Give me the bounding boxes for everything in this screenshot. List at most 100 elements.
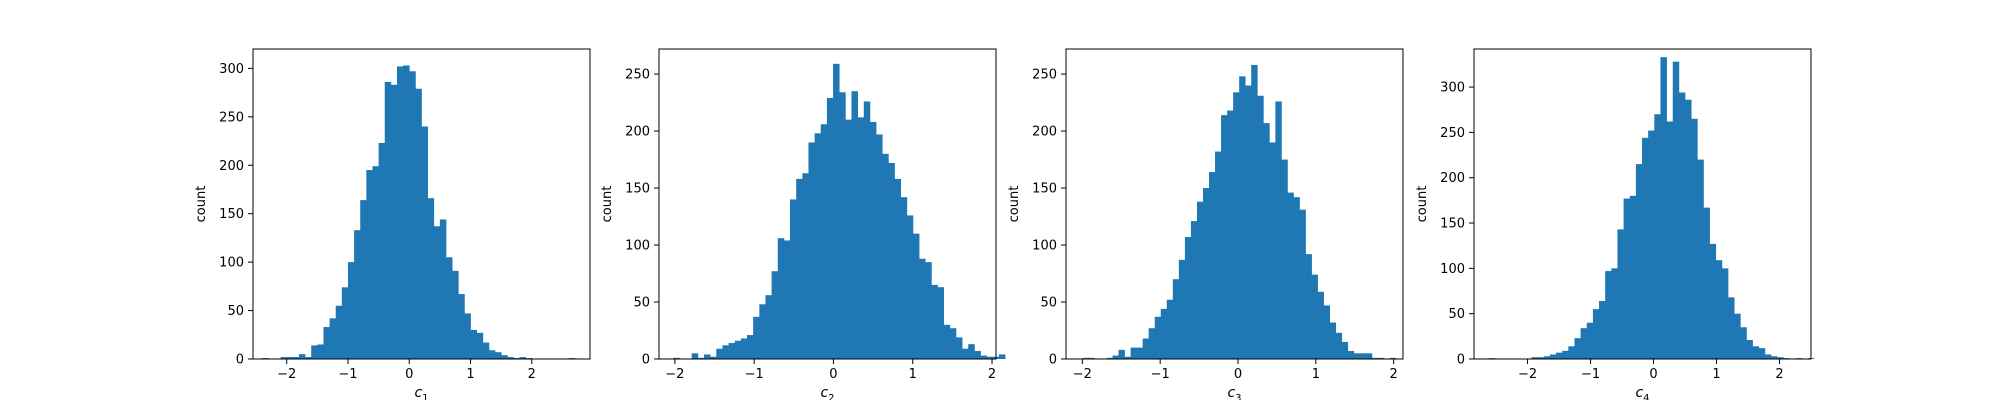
x-tick-label: 2: [988, 367, 996, 382]
histogram-bar: [882, 153, 889, 359]
histogram-bar: [1629, 195, 1637, 359]
histogram-bar: [1685, 99, 1692, 359]
histogram-bar: [1347, 351, 1355, 359]
x-tick-label: −1: [1581, 367, 1600, 382]
histogram-bar: [298, 354, 306, 359]
histogram-bar: [1635, 164, 1643, 359]
x-tick-label: −2: [277, 367, 296, 382]
histogram-bar: [311, 345, 318, 359]
y-axis-label: count: [1007, 186, 1022, 223]
histogram-bar: [765, 295, 772, 359]
histogram-bar: [1251, 64, 1258, 360]
histogram-bar: [1777, 357, 1784, 359]
x-tick-label: 0: [405, 367, 413, 382]
histogram-bar: [433, 226, 441, 359]
y-tick-label: 250: [1032, 68, 1057, 83]
histogram-bar: [1323, 305, 1330, 359]
x-tick-label: 2: [528, 367, 536, 382]
histogram-bar: [1654, 114, 1661, 359]
histogram-bar: [1580, 328, 1588, 359]
histogram-bar: [421, 126, 428, 359]
y-tick-label: 150: [1032, 182, 1057, 197]
histogram-bar: [1088, 357, 1095, 359]
histogram-bar: [1703, 207, 1710, 359]
y-tick-label: 0: [236, 353, 244, 368]
histogram-bar: [335, 305, 343, 359]
histogram-bar: [1771, 356, 1778, 359]
histogram-bar: [747, 335, 754, 359]
histogram-bars: [1488, 57, 1815, 359]
y-tick-label: 100: [1032, 239, 1057, 254]
histogram-bar: [507, 357, 514, 359]
histogram-bar: [427, 198, 435, 359]
histogram-bar: [962, 348, 969, 359]
histogram-bar: [1130, 347, 1137, 359]
histogram-bar: [673, 357, 680, 359]
histogram-bar: [1605, 271, 1612, 359]
histogram-bar: [495, 352, 502, 359]
histogram-bar: [347, 262, 355, 360]
histogram-bar: [1160, 308, 1168, 359]
histogram-bar: [1227, 110, 1234, 359]
histogram-bar: [415, 88, 422, 359]
histogram-bar: [439, 219, 447, 359]
histogram-bar: [894, 178, 901, 359]
y-tick-label: 150: [1440, 217, 1465, 232]
y-tick-label: 50: [227, 304, 244, 319]
y-axis-label: count: [600, 186, 615, 223]
histogram-bar: [1172, 279, 1180, 359]
histogram-bar: [280, 357, 288, 359]
y-tick-label: 200: [1032, 125, 1057, 140]
histogram-bar: [974, 351, 981, 359]
histogram-bar: [1531, 357, 1538, 359]
histogram-bar: [305, 357, 312, 359]
axes-frame: [1065, 48, 1404, 360]
histogram-bar: [1359, 353, 1367, 359]
histogram-bar: [378, 142, 386, 359]
histogram-bar: [1728, 297, 1735, 359]
histogram-bar: [968, 344, 975, 359]
histogram-bar: [1691, 118, 1698, 359]
histogram-bar: [1196, 201, 1204, 359]
histogram-bar: [317, 344, 324, 359]
x-tick-label: 2: [1775, 367, 1783, 382]
histogram-bar: [1537, 357, 1545, 359]
histogram-bar: [1341, 341, 1349, 359]
histogram-bar: [759, 304, 766, 359]
histogram-bar: [1568, 346, 1575, 359]
histogram-bar: [1136, 347, 1144, 359]
histogram-bar: [403, 65, 410, 359]
y-tick-label: 0: [1049, 353, 1057, 368]
y-tick-label: 0: [642, 353, 650, 368]
histogram-bar: [863, 101, 871, 360]
histogram-bar: [1221, 115, 1228, 359]
histogram-bar: [1592, 309, 1600, 359]
y-tick-label: 100: [1440, 262, 1465, 277]
histogram-bar: [1672, 61, 1680, 359]
histogram-bar: [704, 354, 711, 359]
histogram-bar: [1082, 357, 1089, 359]
y-tick-label: 200: [1440, 171, 1465, 186]
histogram-bar: [1740, 327, 1747, 359]
histogram-bar: [372, 166, 379, 359]
histogram-bar: [1209, 172, 1216, 359]
histogram-bar: [409, 71, 416, 359]
histogram-bar: [1124, 356, 1131, 359]
histogram-bar: [796, 178, 803, 359]
histogram-bar: [925, 262, 932, 360]
histogram-bar: [839, 92, 846, 359]
histogram-bar: [1562, 350, 1569, 359]
histogram-bar: [1623, 198, 1631, 359]
histogram-bar: [323, 327, 330, 359]
y-tick-label: 50: [1448, 307, 1465, 322]
histogram-bar: [1305, 254, 1312, 359]
histogram-bar: [1269, 142, 1276, 359]
subplot-c2-histogram: −2 −1 0 1 2 0 50 100 150 200 250 c2 count: [600, 48, 1006, 400]
y-tick-label: 100: [625, 239, 650, 254]
histogram-bar: [1142, 338, 1150, 359]
histogram-bar: [1764, 354, 1772, 359]
histogram-bar: [1758, 348, 1766, 359]
histogram-bar: [912, 233, 920, 359]
histogram-bar: [876, 134, 883, 359]
histogram-bar: [329, 318, 337, 359]
